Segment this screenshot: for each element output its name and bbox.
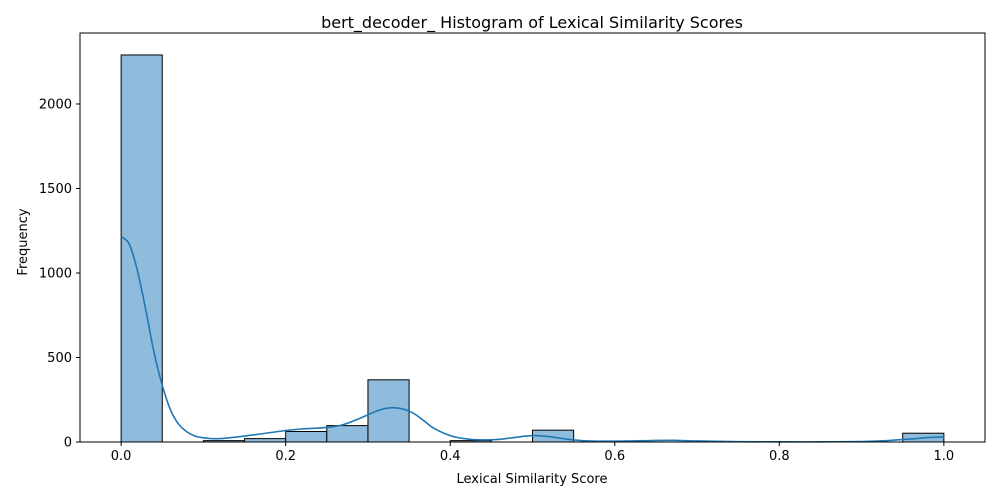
x-tick-label-1: 0.2 xyxy=(275,449,296,464)
y-tick-label-3: 1500 xyxy=(39,182,72,197)
kde-curve-layer xyxy=(120,236,944,443)
x-axis-label: Lexical Similarity Score xyxy=(457,472,608,487)
y-tick-label-1: 500 xyxy=(47,351,72,366)
kde-curve xyxy=(120,236,944,443)
x-tick-label-3: 0.6 xyxy=(604,449,625,464)
y-tick-label-0: 0 xyxy=(64,436,72,451)
histogram-bar-6 xyxy=(367,379,410,443)
x-axis-ticks: 0.0 0.2 0.4 0.6 0.8 1.0 xyxy=(111,442,954,464)
x-tick-label-0: 0.0 xyxy=(111,449,132,464)
histogram-bar-3 xyxy=(244,438,287,443)
histogram-bar-0 xyxy=(120,54,163,443)
histogram-bar-5 xyxy=(326,425,369,443)
y-axis-label: Frequency xyxy=(16,208,31,275)
histogram-bar-4 xyxy=(285,431,328,443)
y-axis-ticks: 0 500 1000 1500 2000 xyxy=(39,97,80,451)
x-tick-label-2: 0.4 xyxy=(440,449,461,464)
y-tick-label-4: 2000 xyxy=(39,97,72,112)
chart-title: bert_decoder_ Histogram of Lexical Simil… xyxy=(321,13,743,33)
x-tick-label-4: 0.8 xyxy=(769,449,790,464)
x-tick-label-5: 1.0 xyxy=(934,449,955,464)
y-tick-label-2: 1000 xyxy=(39,266,72,281)
plot-frame xyxy=(79,32,986,443)
